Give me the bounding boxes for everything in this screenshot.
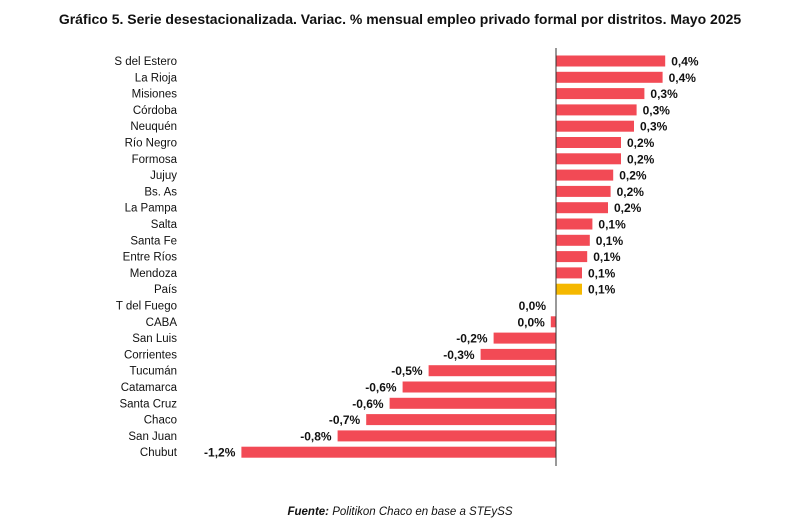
value-label-s-del-estero: 0,4% xyxy=(671,55,699,69)
category-label-chubut: Chubut xyxy=(140,447,178,459)
value-label-mendoza: 0,1% xyxy=(588,266,616,280)
value-label-pais: 0,1% xyxy=(588,283,616,297)
value-label-neuquen: 0,3% xyxy=(640,120,668,134)
category-label-neuquen: Neuquén xyxy=(130,121,177,133)
category-label-salta: Salta xyxy=(151,219,178,231)
category-label-t-del-fuego: T del Fuego xyxy=(116,301,177,313)
bar-santa-cruz xyxy=(389,397,556,409)
source-text: Politikon Chaco en base a STEySS xyxy=(332,506,513,518)
category-label-jujuy: Jujuy xyxy=(150,170,177,182)
category-label-santa-fe: Santa Fe xyxy=(130,235,177,247)
bar-cordoba xyxy=(556,104,637,116)
category-label-caba: CABA xyxy=(146,317,178,329)
value-labels: 0,4% 0,4% 0,3% 0,3% 0,3% 0,2% 0,2% 0,2% 0,2% 0,2%… xyxy=(204,55,699,460)
bar-formosa xyxy=(556,153,621,165)
value-label-la-rioja: 0,4% xyxy=(669,71,697,85)
bars-layer xyxy=(241,55,666,458)
chart-title: Gráfico 5. Serie desestacionalizada. Var… xyxy=(58,11,742,27)
category-label-entre-rios: Entre Ríos xyxy=(123,252,178,264)
category-label-chaco: Chaco xyxy=(144,415,177,427)
category-label-bs-as: Bs. As xyxy=(144,186,177,198)
value-label-cordoba: 0,3% xyxy=(643,103,671,117)
bar-s-del-estero xyxy=(556,55,666,67)
category-label-formosa: Formosa xyxy=(132,154,178,166)
value-label-san-juan: -0,8% xyxy=(300,429,332,443)
bar-jujuy xyxy=(556,169,614,181)
value-label-salta: 0,1% xyxy=(598,218,626,232)
value-label-rio-negro: 0,2% xyxy=(627,136,655,150)
value-label-entre-rios: 0,1% xyxy=(593,250,621,264)
value-label-san-luis: -0,2% xyxy=(456,332,488,346)
value-label-santa-cruz: -0,6% xyxy=(352,397,384,411)
value-label-santa-fe: 0,1% xyxy=(596,234,624,248)
category-label-pais: País xyxy=(154,284,177,296)
value-label-misiones: 0,3% xyxy=(650,87,678,101)
category-label-santa-cruz: Santa Cruz xyxy=(119,398,177,410)
bar-la-pampa xyxy=(556,202,608,214)
bar-la-rioja xyxy=(556,71,663,83)
category-labels: S del Estero La Rioja Misiones Córdoba Neuqu… xyxy=(114,56,177,459)
category-label-misiones: Misiones xyxy=(132,89,178,101)
value-label-chubut: -1,2% xyxy=(204,446,236,460)
bar-tucuman xyxy=(428,365,556,377)
category-label-san-luis: San Luis xyxy=(132,333,177,345)
category-label-s-del-estero: S del Estero xyxy=(114,56,177,68)
bar-chaco xyxy=(366,414,556,426)
bar-catamarca xyxy=(402,381,556,393)
value-label-formosa: 0,2% xyxy=(627,152,655,166)
value-label-la-pampa: 0,2% xyxy=(614,201,642,215)
bar-san-luis xyxy=(493,332,556,344)
value-label-jujuy: 0,2% xyxy=(619,169,647,183)
category-label-mendoza: Mendoza xyxy=(130,268,178,280)
bar-misiones xyxy=(556,88,645,100)
bar-pais xyxy=(556,283,582,295)
bar-salta xyxy=(556,218,593,230)
category-label-corrientes: Corrientes xyxy=(124,349,177,361)
category-label-cordoba: Córdoba xyxy=(133,105,178,117)
value-label-t-del-fuego: 0,0% xyxy=(519,299,547,313)
source-label: Fuente: xyxy=(287,506,330,518)
category-label-catamarca: Catamarca xyxy=(121,382,178,394)
bar-rio-negro xyxy=(556,137,621,148)
value-label-catamarca: -0,6% xyxy=(365,381,397,395)
bar-neuquen xyxy=(556,120,634,132)
bar-corrientes xyxy=(480,348,556,360)
source-note: Fuente: Politikon Chaco en base a STEySS xyxy=(0,506,800,518)
value-label-chaco: -0,7% xyxy=(329,413,361,427)
category-label-la-pampa: La Pampa xyxy=(125,203,178,215)
bar-santa-fe xyxy=(556,234,590,246)
bar-san-juan xyxy=(337,430,556,442)
category-label-tucuman: Tucumán xyxy=(129,366,177,378)
category-label-san-juan: San Juan xyxy=(128,431,177,443)
value-label-tucuman: -0,5% xyxy=(391,364,423,378)
value-label-corrientes: -0,3% xyxy=(443,348,475,362)
bar-bs-as xyxy=(556,185,611,197)
value-label-caba: 0,0% xyxy=(517,315,545,329)
category-label-la-rioja: La Rioja xyxy=(135,72,178,84)
category-label-rio-negro: Río Negro xyxy=(125,138,177,150)
bar-caba xyxy=(550,316,556,328)
value-label-bs-as: 0,2% xyxy=(617,185,645,199)
bar-chubut xyxy=(241,446,556,458)
bar-entre-rios xyxy=(556,251,588,263)
bar-mendoza xyxy=(556,267,582,279)
